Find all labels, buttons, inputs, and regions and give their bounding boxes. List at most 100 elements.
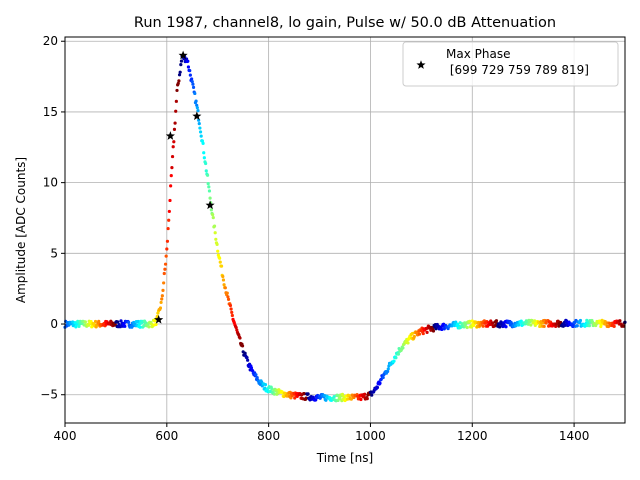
sample-point xyxy=(324,398,328,402)
sample-point xyxy=(211,216,215,220)
sample-point xyxy=(587,324,591,328)
sample-point xyxy=(212,224,217,228)
sample-point xyxy=(272,392,276,396)
sample-point xyxy=(386,367,390,371)
sample-point xyxy=(533,319,537,323)
sample-point xyxy=(417,332,422,336)
sample-point xyxy=(160,297,164,301)
sample-point xyxy=(434,327,438,331)
sample-point xyxy=(526,322,530,326)
sample-point xyxy=(349,397,353,401)
sample-point xyxy=(199,134,203,138)
sample-point xyxy=(440,327,444,332)
y-axis-label: Amplitude [ADC Counts] xyxy=(14,157,28,303)
sample-point xyxy=(202,156,206,160)
max-phase-star xyxy=(178,50,188,60)
sample-point xyxy=(425,330,429,334)
x-tick-label: 1400 xyxy=(559,429,590,443)
sample-point xyxy=(365,397,369,401)
sample-point xyxy=(174,99,178,103)
sample-point xyxy=(481,324,485,328)
sample-point xyxy=(162,281,166,285)
sample-point xyxy=(555,322,559,326)
sample-point xyxy=(74,325,78,329)
sample-point xyxy=(172,140,176,144)
sample-point xyxy=(164,254,168,258)
sample-point xyxy=(176,81,180,86)
sample-point xyxy=(205,173,210,177)
legend-box xyxy=(402,41,619,87)
sample-point xyxy=(177,73,182,77)
sample-point xyxy=(410,331,415,336)
sample-point xyxy=(138,325,142,329)
sample-point xyxy=(225,291,229,295)
sample-point xyxy=(202,151,206,155)
sample-point xyxy=(230,313,234,318)
sample-point xyxy=(169,174,173,178)
max-phase-star xyxy=(205,200,215,210)
sample-point xyxy=(77,324,81,329)
max-phase-star xyxy=(154,314,164,324)
sample-point xyxy=(491,321,495,325)
sample-point xyxy=(179,63,183,67)
legend: Max Phase [699 729 759 789 819] xyxy=(402,41,619,87)
sample-point xyxy=(498,325,502,329)
sample-point xyxy=(218,260,222,264)
sample-point xyxy=(245,355,249,360)
sample-point xyxy=(172,127,177,131)
sample-point xyxy=(396,352,401,356)
sample-point xyxy=(542,324,546,329)
chart-title: Run 1987, channel8, lo gain, Pulse w/ 50… xyxy=(134,15,556,31)
x-axis-ticks: 400 600 800 1000 1200 1400 xyxy=(54,423,590,443)
sample-point xyxy=(499,320,503,324)
sample-point xyxy=(363,392,367,396)
sample-point xyxy=(200,139,205,143)
sample-point xyxy=(174,109,178,113)
sample-point xyxy=(170,166,174,170)
sample-point xyxy=(178,70,182,74)
sample-point xyxy=(191,85,196,90)
sample-point xyxy=(144,321,148,325)
legend-entry-label: Max Phase [699 729 759 789 819] xyxy=(446,47,589,77)
sample-point xyxy=(161,288,165,292)
sample-point xyxy=(165,239,170,243)
x-tick-label: 600 xyxy=(155,429,178,443)
sample-point xyxy=(168,198,172,203)
sample-point xyxy=(186,65,191,69)
sample-point xyxy=(93,319,98,324)
sample-point xyxy=(255,376,259,380)
sample-point xyxy=(165,247,169,251)
sample-point xyxy=(517,323,521,327)
sample-point xyxy=(470,319,474,323)
sample-point xyxy=(190,80,194,84)
sample-point xyxy=(136,319,140,324)
sample-point xyxy=(195,106,199,110)
sample-point xyxy=(167,209,171,214)
sample-point xyxy=(477,320,481,325)
sample-point xyxy=(606,324,611,329)
sample-point xyxy=(163,262,168,266)
sample-point xyxy=(226,295,230,299)
sample-point xyxy=(618,319,622,323)
sample-point xyxy=(204,169,208,173)
sample-point xyxy=(177,79,181,83)
sample-point xyxy=(306,392,310,396)
sample-point xyxy=(240,344,245,348)
y-tick-label: 15 xyxy=(43,105,58,119)
sample-point xyxy=(173,121,177,125)
grid xyxy=(64,37,625,423)
sample-point xyxy=(246,358,250,362)
sample-point xyxy=(263,383,268,387)
sample-point xyxy=(468,319,472,323)
sample-point xyxy=(171,145,175,149)
sample-point xyxy=(127,320,131,324)
sample-point xyxy=(206,182,210,186)
sample-point xyxy=(332,395,336,399)
sample-point xyxy=(304,396,308,400)
sample-point xyxy=(196,109,200,113)
y-tick-label: −5 xyxy=(40,388,58,402)
sample-point xyxy=(370,393,374,397)
y-axis-ticks: −5 0 5 10 15 20 xyxy=(40,34,65,402)
sample-point xyxy=(142,324,146,328)
sample-point xyxy=(293,396,297,400)
